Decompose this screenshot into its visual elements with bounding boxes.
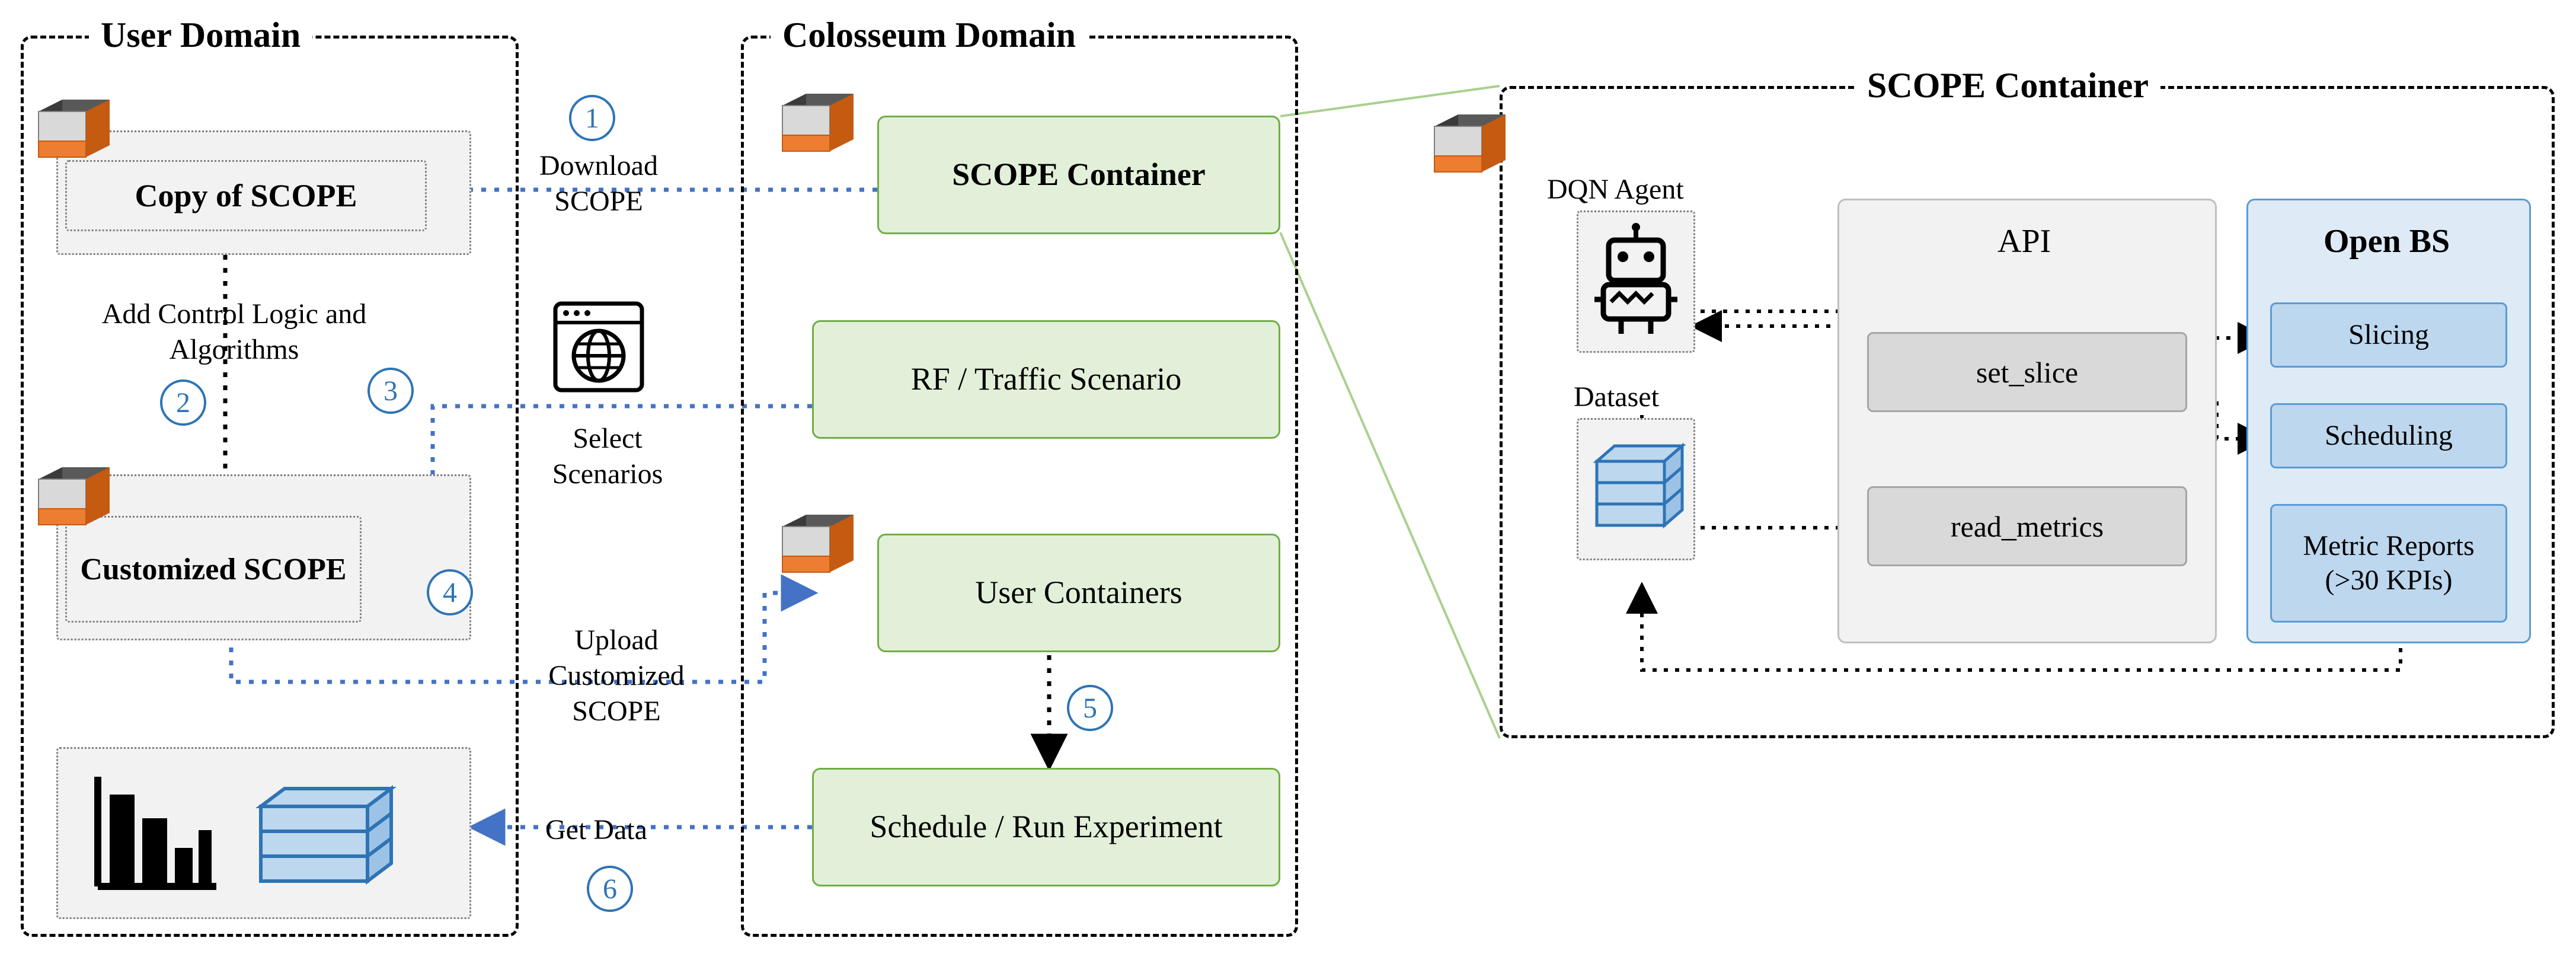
step-6-circle: 6 [587,866,633,912]
scheduling-box: Scheduling [2270,403,2507,468]
container-icon [776,504,859,575]
step-5-circle: 5 [1067,685,1113,731]
container-icon [33,89,116,160]
step-1-label: Download SCOPE [533,148,664,219]
step-2-label: Add Control Logic and Algorithms [77,296,391,368]
user-containers-box: User Containers [877,534,1280,652]
dqn-agent-label: DQN Agent [1547,172,1684,208]
dataset-label: Dataset [1574,379,1659,415]
metric-reports-box: Metric Reports (>30 KPIs) [2270,504,2507,623]
database-stack-icon [1589,433,1689,546]
container-icon [33,457,116,528]
database-stack-icon [249,771,403,895]
container-icon [776,83,859,154]
robot-icon [1589,222,1683,341]
colosseum-domain-title: Colosseum Domain [771,15,1088,56]
set-slice-box: set_slice [1867,332,2187,412]
api-title: API [1997,222,2051,260]
scope-detail-title: SCOPE Container [1855,65,2160,106]
slicing-box: Slicing [2270,302,2507,368]
user-domain-title: User Domain [89,15,312,56]
bar-chart-icon [86,771,222,895]
scope-container-box: SCOPE Container [877,116,1280,234]
step-2-circle: 2 [160,379,206,426]
rf-traffic-box: RF / Traffic Scenario [812,320,1280,439]
container-icon [1428,104,1511,175]
step-4-circle: 4 [427,569,473,615]
step-1-circle: 1 [569,95,615,141]
copy-scope-box: Copy of SCOPE [65,160,427,231]
customized-scope-box: Customized SCOPE [65,516,362,623]
step-3-circle: 3 [367,368,414,414]
step-3-label: Select Scenarios [545,421,670,492]
read-metrics-box: read_metrics [1867,486,2187,566]
scenario-browser-icon [548,296,649,397]
schedule-run-box: Schedule / Run Experiment [812,768,1280,886]
step-6-label: Get Data [545,812,647,848]
open-bs-title: Open BS [2323,222,2450,260]
api-panel [1837,199,2217,643]
step-4-label: Upload Customized SCOPE [533,623,699,729]
